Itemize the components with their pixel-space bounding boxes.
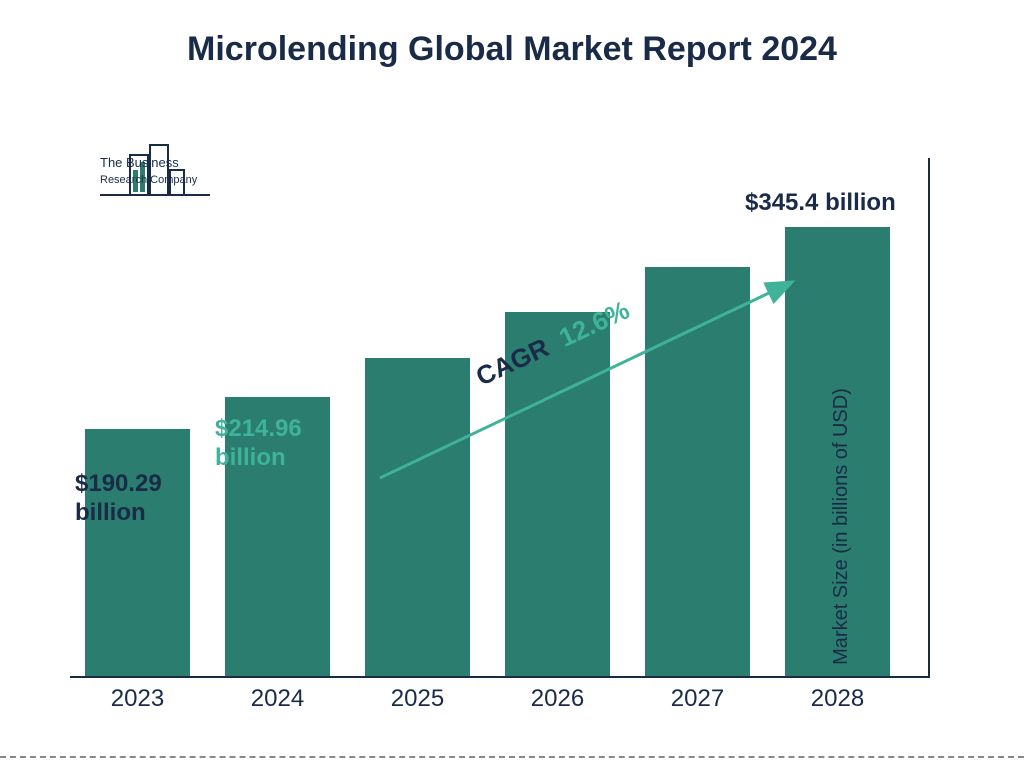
bar-chart: 202320242025202620272028$190.29billion$2… (70, 128, 930, 678)
value-label-0: $190.29billion (75, 470, 205, 528)
x-label-2024: 2024 (225, 685, 330, 713)
x-label-2026: 2026 (505, 685, 610, 713)
y-axis-label: Market Size (in billions of USD) (830, 388, 853, 665)
bar-2023 (85, 429, 190, 676)
x-label-2023: 2023 (85, 685, 190, 713)
bar-2027 (645, 267, 750, 677)
value-label-1: $214.96billion (215, 415, 345, 473)
bottom-dashed-line (0, 756, 1024, 758)
chart-title: Microlending Global Market Report 2024 (0, 30, 1024, 69)
bar-2025 (365, 358, 470, 677)
x-label-2028: 2028 (785, 685, 890, 713)
value-label-2: $345.4 billion (745, 189, 945, 218)
x-axis-line (70, 676, 930, 678)
x-label-2025: 2025 (365, 685, 470, 713)
y-axis-line (928, 158, 930, 678)
x-label-2027: 2027 (645, 685, 750, 713)
